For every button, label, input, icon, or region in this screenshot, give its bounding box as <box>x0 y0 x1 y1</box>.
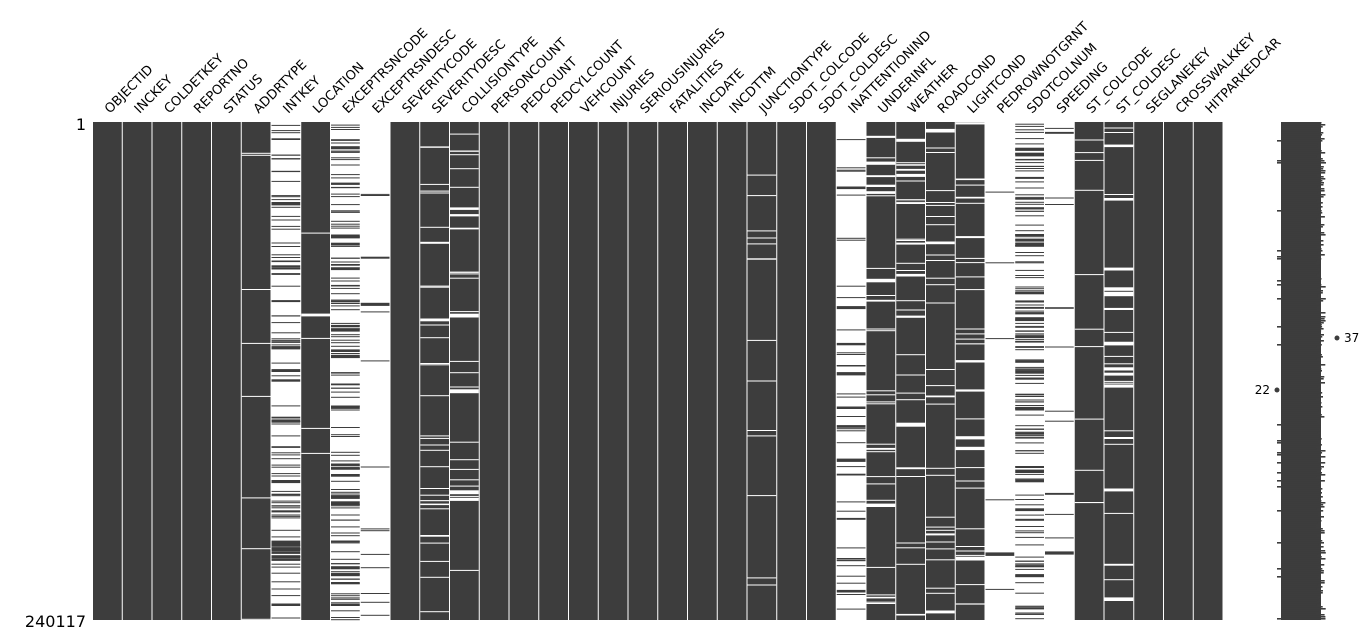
column-objectid <box>93 122 122 620</box>
column-sdot-colcode <box>777 122 806 620</box>
column-exceptrsncode <box>331 124 360 621</box>
completeness-sparkline <box>1277 122 1326 620</box>
column-vehcount <box>569 122 598 620</box>
column-reportno <box>182 122 211 620</box>
column-personcount <box>479 122 509 620</box>
column-seglanekey <box>1134 122 1163 620</box>
column-sdot-coldesc <box>807 122 836 620</box>
column-intkey <box>271 124 301 619</box>
column-severitydesc <box>420 122 449 620</box>
sparkline-max-label: 37 <box>1344 331 1359 345</box>
column-underinfl <box>866 122 896 620</box>
sparkline-min-marker <box>1274 387 1280 393</box>
column-weather <box>896 122 925 620</box>
column-hitparkedcar <box>1193 122 1223 620</box>
column-location <box>301 122 330 620</box>
column-injuries <box>598 122 628 620</box>
column-speeding <box>1045 127 1074 555</box>
column-pedcylcount <box>539 122 568 620</box>
column-severitycode <box>390 122 420 620</box>
column-addrtype <box>241 122 271 620</box>
column-roadcond <box>926 122 955 620</box>
column-incdate <box>688 122 717 620</box>
column-fatalities <box>658 122 687 620</box>
column-st-colcode <box>1074 122 1104 620</box>
row-label-top: 1 <box>76 115 86 134</box>
column-pedrownotgrnt <box>985 191 1015 590</box>
column-seriousinjuries <box>628 122 658 620</box>
column-inckey <box>122 122 152 620</box>
column-junctiontype <box>747 122 777 620</box>
column-st-coldesc <box>1104 122 1134 620</box>
column-labels: OBJECTIDINCKEYCOLDETKEYREPORTNOSTATUSADD… <box>102 19 1284 117</box>
column-pedcount <box>509 122 539 620</box>
column-status <box>212 122 241 620</box>
sparkline-max-marker <box>1334 335 1340 341</box>
matrix-columns <box>93 122 1223 621</box>
sparkline-min-label: 22 <box>1255 383 1270 397</box>
column-incdttm <box>717 122 747 620</box>
column-inattentionind <box>836 139 866 610</box>
column-coldetkey <box>152 122 182 620</box>
column-crosswalkkey <box>1164 122 1193 620</box>
column-exceptrsndesc <box>360 193 390 616</box>
column-collisiontype <box>450 122 479 620</box>
row-label-bottom: 240117 <box>25 612 86 631</box>
column-lightcond <box>955 122 985 620</box>
column-sdotcolnum <box>1015 123 1044 620</box>
